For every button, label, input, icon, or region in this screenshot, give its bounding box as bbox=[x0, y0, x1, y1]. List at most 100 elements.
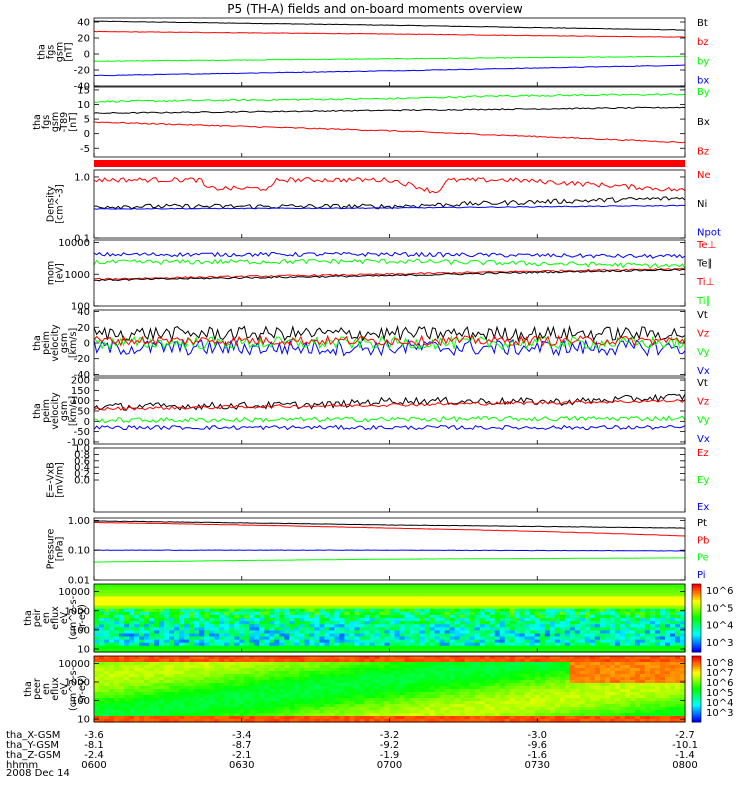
spectrogram-cell bbox=[539, 645, 546, 650]
spectrogram-cell bbox=[244, 621, 250, 625]
spectrogram-cell bbox=[449, 602, 456, 607]
spectrogram-cell bbox=[229, 636, 235, 641]
spectrogram-cell bbox=[119, 605, 125, 610]
spectrogram-cell bbox=[104, 683, 110, 687]
spectrogram-cell bbox=[124, 645, 130, 650]
spectrogram-cell bbox=[174, 605, 180, 610]
spectrogram-cell bbox=[329, 665, 335, 669]
spectrogram-cell bbox=[629, 668, 636, 672]
spectrogram-cell bbox=[474, 701, 481, 705]
spectrogram-cell bbox=[189, 608, 195, 613]
spectrogram-cell bbox=[624, 689, 631, 693]
spectrogram-cell bbox=[654, 648, 661, 653]
spectrogram-cell bbox=[484, 636, 491, 641]
spectrogram-cell bbox=[459, 633, 466, 638]
spectrogram-cell bbox=[214, 639, 220, 644]
spectrogram-cell bbox=[349, 671, 355, 675]
spectrogram-cell bbox=[609, 608, 616, 613]
spectrogram-cell bbox=[639, 605, 646, 610]
spectrogram-cell bbox=[274, 692, 280, 696]
spectrogram-cell bbox=[324, 611, 330, 616]
spectrogram-cell bbox=[665, 704, 671, 708]
spectrogram-cell bbox=[179, 611, 185, 616]
spectrogram-cell bbox=[414, 704, 421, 708]
spectrogram-cell bbox=[99, 605, 105, 610]
spectrogram-cell bbox=[534, 627, 541, 631]
spectrogram-cell bbox=[334, 614, 340, 619]
spectrogram-cell bbox=[675, 633, 681, 638]
spectrogram-cell bbox=[429, 686, 436, 690]
spectrogram-cell bbox=[429, 692, 436, 696]
spectrogram-cell bbox=[660, 642, 666, 647]
spectrogram-cell bbox=[334, 621, 340, 625]
spectrogram-cell bbox=[489, 659, 496, 663]
spectrogram-cell bbox=[414, 639, 421, 644]
spectrogram-cell bbox=[464, 630, 471, 635]
spectrogram-cell bbox=[649, 593, 656, 597]
spectrogram-cell bbox=[339, 695, 345, 699]
spectrogram-cell bbox=[484, 642, 491, 647]
spectrogram-cell bbox=[184, 624, 190, 628]
spectrogram-cell bbox=[139, 636, 145, 641]
spectrogram-cell bbox=[224, 593, 230, 597]
spectrogram-cell bbox=[154, 674, 160, 678]
spectrogram-cell bbox=[464, 662, 471, 666]
spectrogram-cell bbox=[309, 618, 315, 622]
spectrogram-cell bbox=[629, 692, 636, 696]
spectrogram-cell bbox=[359, 618, 365, 622]
spectrogram-cell bbox=[359, 584, 365, 588]
spectrogram-cell bbox=[154, 692, 160, 696]
spectrogram-cell bbox=[569, 602, 576, 607]
spectrogram-cell bbox=[665, 674, 671, 678]
spectrogram-cell bbox=[574, 683, 581, 687]
spectrogram-cell bbox=[229, 624, 235, 628]
spectrogram-cell bbox=[354, 674, 360, 678]
spectrogram-cell bbox=[279, 614, 285, 619]
spectrogram-cell bbox=[214, 618, 220, 622]
spectrogram-cell bbox=[109, 692, 115, 696]
spectrogram-cell bbox=[660, 602, 666, 607]
spectrogram-cell bbox=[184, 704, 190, 708]
spectrogram-cell bbox=[259, 707, 265, 711]
spectrogram-cell bbox=[179, 662, 185, 666]
spectrogram-cell bbox=[399, 611, 406, 616]
spectrogram-cell bbox=[194, 659, 200, 663]
spectrogram-cell bbox=[534, 683, 541, 687]
spectrogram-cell bbox=[619, 618, 626, 622]
spectrogram-cell bbox=[189, 648, 195, 653]
spectrogram-cell bbox=[354, 639, 360, 644]
spectrogram-cell bbox=[99, 704, 105, 708]
spectrogram-cell bbox=[109, 611, 115, 616]
spectrogram-cell bbox=[309, 648, 315, 653]
spectrogram-cell bbox=[384, 639, 391, 644]
spectrogram-cell bbox=[660, 648, 666, 653]
spectrogram-cell bbox=[99, 698, 105, 702]
spectrogram-cell bbox=[609, 656, 616, 660]
spectrogram-cell bbox=[454, 636, 461, 641]
spectrogram-cell bbox=[559, 695, 566, 699]
spectrogram-cell bbox=[609, 627, 616, 631]
spectrogram-cell bbox=[129, 692, 135, 696]
spectrogram-cell bbox=[354, 677, 360, 681]
spectrogram-cell bbox=[399, 608, 406, 613]
spectrogram-cell bbox=[319, 599, 325, 604]
spectrogram-cell bbox=[539, 593, 546, 597]
spectrogram-cell bbox=[459, 621, 466, 625]
spectrogram-cell bbox=[479, 618, 486, 622]
spectrogram-cell bbox=[94, 662, 100, 666]
spectrogram-cell bbox=[369, 704, 376, 708]
spectrogram-cell bbox=[244, 593, 250, 597]
spectrogram-cell bbox=[99, 636, 105, 641]
spectrogram-cell bbox=[349, 636, 355, 641]
spectrogram-cell bbox=[299, 698, 305, 702]
spectrogram-cell bbox=[334, 599, 340, 604]
spectrogram-cell bbox=[284, 704, 290, 708]
spectrogram-cell bbox=[289, 642, 295, 647]
spectrogram-cell bbox=[179, 596, 185, 601]
spectrogram-cell bbox=[304, 584, 310, 588]
spectrogram-cell bbox=[474, 584, 481, 588]
spectrogram-cell bbox=[244, 698, 250, 702]
spectrogram-cell bbox=[384, 611, 391, 616]
spectrogram-cell bbox=[309, 621, 315, 625]
spectrogram-cell bbox=[649, 624, 656, 628]
